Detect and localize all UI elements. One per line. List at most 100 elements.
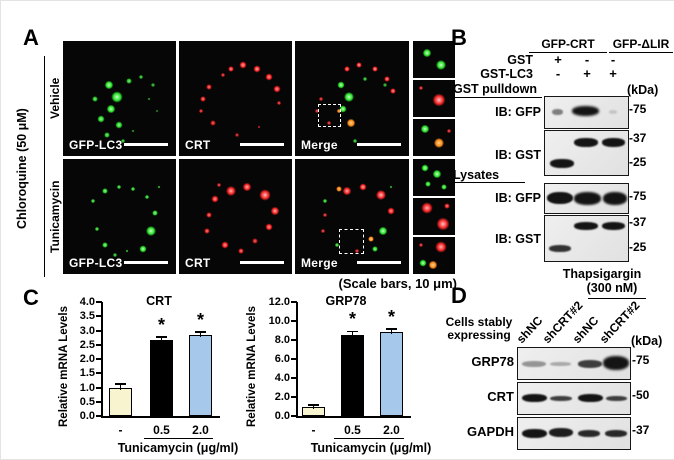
x-tick-label: - xyxy=(118,423,123,437)
y-tick-label: 0.0 xyxy=(79,410,95,422)
band xyxy=(602,222,625,230)
y-axis-tick xyxy=(291,377,297,379)
cells-label-line2: expressing xyxy=(447,328,511,342)
marker-label: -37 xyxy=(629,131,647,145)
y-tick-label: 12.0 xyxy=(268,296,290,308)
condition-value: + xyxy=(609,66,617,81)
y-axis-tick xyxy=(291,415,297,417)
marker-label: -37 xyxy=(629,215,647,229)
panel-a-row-label-tunicamycin: Tunicamycin xyxy=(48,180,62,253)
band xyxy=(578,430,600,437)
y-axis-tick xyxy=(96,386,102,389)
error-bar xyxy=(351,332,354,338)
band xyxy=(574,138,598,147)
y-axis-tick xyxy=(291,320,297,322)
y-tick-label: 3.0 xyxy=(79,324,95,337)
scale-bar-note: (Scale bars, 10 μm) xyxy=(338,276,457,291)
error-bar xyxy=(160,337,163,343)
blot-label: GAPDH xyxy=(467,424,514,439)
x-tick-label: 0.5 xyxy=(153,423,170,437)
image-label: Merge xyxy=(301,256,338,270)
y-axis-tick xyxy=(291,339,297,341)
condition-row-label-gst: GST xyxy=(507,53,533,67)
x-axis-label: Tunicamycin (μg/ml) xyxy=(117,441,239,455)
x-axis-label: Tunicamycin (μg/ml) xyxy=(310,441,432,455)
y-axis-tick xyxy=(291,301,297,303)
y-axis-tick xyxy=(96,415,102,417)
bar xyxy=(341,335,364,416)
scale-bar xyxy=(124,142,168,146)
y-tick-label: 2.0 xyxy=(274,391,290,403)
error-bar xyxy=(119,385,122,390)
x-tick-label: 2.0 xyxy=(383,423,400,437)
band xyxy=(606,396,627,401)
significance-star: * xyxy=(348,309,356,330)
blot-box-gapdh xyxy=(517,417,631,450)
condition-value: + xyxy=(554,52,562,67)
band xyxy=(547,192,573,204)
x-tick-label: 0.5 xyxy=(344,423,361,437)
scale-bar xyxy=(357,260,401,264)
significance-star: * xyxy=(387,307,395,328)
band xyxy=(574,222,598,230)
kda-header: (kDa) xyxy=(627,83,659,97)
inset-image xyxy=(413,237,455,274)
scale-bar xyxy=(124,260,168,264)
y-axis-tick xyxy=(96,358,102,360)
microscopy-image-vehicle-merge: Merge xyxy=(295,41,409,156)
section-title-gst-pulldown: GST pulldown xyxy=(453,82,542,98)
band xyxy=(549,245,571,252)
y-tick-label: 10.0 xyxy=(268,315,290,327)
kda-header: (kDa) xyxy=(631,334,663,348)
y-tick-label: 3.5 xyxy=(79,310,95,323)
panel-a-label: A xyxy=(23,25,39,50)
blot-box-grp78 xyxy=(517,347,631,380)
bar xyxy=(150,340,173,416)
x-group-underline xyxy=(144,438,213,439)
section-title-lysates: Lysates xyxy=(453,168,525,183)
bar xyxy=(189,334,212,416)
microscopy-image-tunicamycin-crt: CRT xyxy=(179,159,292,274)
chart-title: GRP78 xyxy=(325,294,367,308)
microscopy-image-vehicle-gfp-lc3: GFP-LC3 xyxy=(63,41,176,156)
error-bar-cap xyxy=(195,330,206,333)
band xyxy=(602,138,625,147)
image-label: CRT xyxy=(185,138,211,152)
panel-d-label: D xyxy=(451,283,467,308)
y-axis-tick xyxy=(291,358,297,360)
band xyxy=(605,430,627,437)
panel-a-row-label-vehicle: Vehicle xyxy=(48,77,62,120)
cells-label-line1: Cells stably xyxy=(445,315,513,329)
x-tick-label: 2.0 xyxy=(192,423,209,437)
y-axis-tick xyxy=(96,400,102,403)
y-tick-label: 8.0 xyxy=(274,334,290,346)
image-label: Merge xyxy=(301,138,338,152)
chart-title: CRT xyxy=(146,294,172,308)
inset-image xyxy=(413,80,455,117)
bar-chart-crt: Relative mRNA Levels CRT 0.0 0.5 1.0 1.5 2.0… xyxy=(56,291,246,459)
band xyxy=(552,109,563,115)
y-axis-tick xyxy=(96,329,102,332)
blot-box-pulldown-gst xyxy=(544,130,629,176)
blot-box-lysates-gst xyxy=(544,215,629,262)
blot-label: IB: GST xyxy=(495,148,541,162)
error-bar xyxy=(390,330,393,335)
marker-label: -50 xyxy=(632,388,650,402)
bar-chart-grp78: Relative mRNA Levels GRP78 0.0 2.0 4.0 6.0 8… xyxy=(246,291,441,459)
error-bar-cap xyxy=(308,403,319,406)
image-label: GFP-LC3 xyxy=(69,256,123,270)
band xyxy=(603,356,629,370)
error-bar xyxy=(312,405,315,409)
plot-area: 0.0 0.5 1.0 1.5 2.0 2.5 3.0 3.5 4.0- * 0.5 * 2.0 xyxy=(80,296,220,437)
panel-a-treatment-label: Chloroquine (50 μM) xyxy=(15,108,29,230)
microscopy-image-tunicamycin-merge: Merge xyxy=(295,159,409,274)
blot-label: CRT xyxy=(487,389,514,404)
y-axis-tick xyxy=(291,396,297,398)
blot-box-crt xyxy=(517,382,631,415)
blot-box-lysates-gfp xyxy=(544,183,629,214)
significance-star: * xyxy=(157,314,165,335)
group-header-gfp-dlir: GFP-ΔLIR xyxy=(609,37,673,53)
scale-bar xyxy=(240,142,284,146)
marker-label: -25 xyxy=(629,240,647,254)
